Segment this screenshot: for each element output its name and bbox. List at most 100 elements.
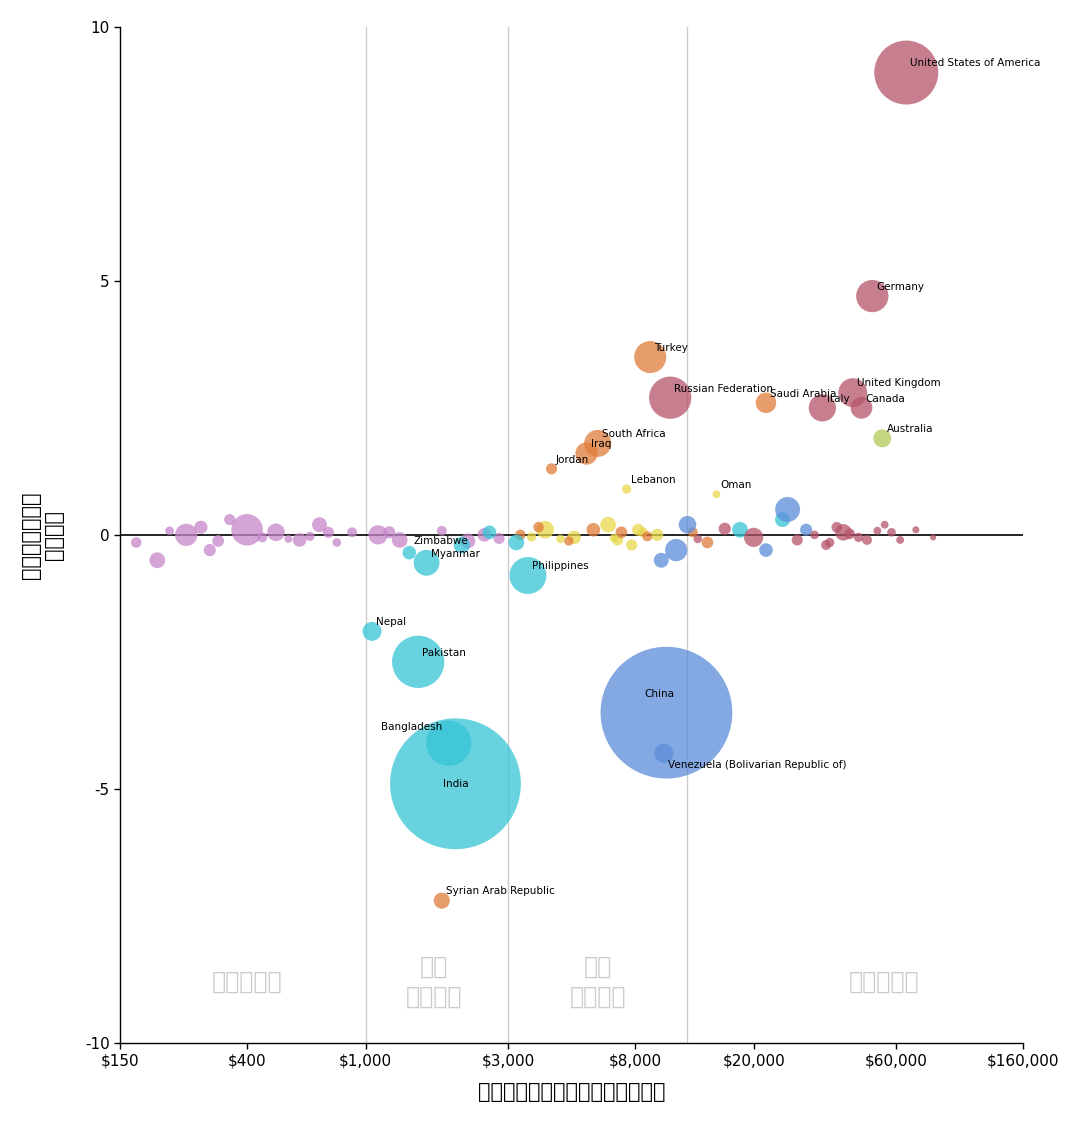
Y-axis label: 国际人口净流动
（百万）: 国际人口净流动 （百万） (21, 491, 64, 578)
Point (774, 511, 792, 529)
Point (707, 485, 725, 503)
Point (821, 533, 838, 551)
Point (441, 734, 458, 752)
Point (828, 518, 846, 536)
Point (475, 526, 492, 544)
Point (418, 554, 435, 572)
Point (612, 523, 630, 541)
Point (757, 541, 774, 559)
Point (649, 526, 666, 544)
Point (609, 531, 626, 549)
Point (605, 529, 622, 547)
Point (380, 523, 397, 541)
Text: Oman: Oman (720, 480, 752, 490)
Point (818, 536, 835, 554)
Text: China: China (645, 688, 675, 699)
Point (280, 530, 297, 548)
Point (512, 526, 529, 544)
Point (806, 526, 823, 544)
Point (859, 531, 876, 549)
Text: India: India (443, 778, 469, 788)
Point (662, 389, 679, 407)
Point (369, 526, 387, 544)
Point (716, 520, 733, 538)
Point (523, 528, 540, 546)
Text: Bangladesh: Bangladesh (380, 722, 442, 732)
Point (882, 523, 900, 541)
Point (543, 459, 561, 477)
Point (634, 523, 651, 541)
Point (221, 511, 239, 529)
Text: 低收入国家: 低收入国家 (212, 970, 282, 994)
Point (343, 523, 361, 541)
Text: Nepal: Nepal (376, 618, 406, 628)
Point (779, 501, 796, 519)
Point (788, 531, 806, 549)
Point (328, 533, 346, 551)
Point (699, 533, 716, 551)
Point (897, 64, 915, 82)
Point (684, 523, 701, 541)
Text: 高收入国家: 高收入国家 (849, 970, 920, 994)
Text: United States of America: United States of America (910, 58, 1041, 69)
Point (578, 445, 595, 463)
Point (891, 531, 908, 549)
Point (561, 532, 578, 550)
Point (433, 892, 450, 910)
Point (320, 523, 337, 541)
Point (127, 533, 145, 551)
Text: Syrian Arab Republic: Syrian Arab Republic (446, 886, 555, 896)
Point (301, 528, 319, 546)
Text: Iraq: Iraq (591, 439, 611, 449)
Text: 中高
收入国家: 中高 收入国家 (569, 955, 626, 1008)
Point (623, 536, 640, 554)
Point (401, 544, 418, 562)
Point (210, 532, 227, 550)
Point (731, 521, 748, 539)
Text: Lebanon: Lebanon (631, 475, 675, 485)
Point (177, 526, 194, 544)
Point (638, 528, 656, 546)
Point (508, 533, 525, 551)
Text: Saudi Arabia: Saudi Arabia (770, 389, 837, 399)
X-axis label: 人均年度国民总收入（对数刻度）: 人均年度国民总收入（对数刻度） (477, 1083, 665, 1102)
Point (537, 521, 554, 539)
Point (850, 529, 867, 547)
Point (433, 522, 450, 540)
Text: 中低
收入国家: 中低 收入国家 (406, 955, 462, 1008)
Point (291, 531, 308, 549)
Point (745, 529, 762, 547)
Point (254, 529, 271, 547)
Point (864, 287, 881, 305)
Point (447, 775, 464, 793)
Point (599, 515, 617, 533)
Point (845, 384, 862, 402)
Text: Australia: Australia (887, 424, 933, 435)
Point (656, 745, 673, 763)
Point (268, 523, 285, 541)
Point (679, 515, 697, 533)
Point (192, 518, 210, 536)
Point (652, 551, 670, 569)
Point (658, 704, 675, 722)
Point (409, 652, 427, 670)
Point (841, 524, 859, 542)
Point (689, 530, 706, 548)
Point (149, 551, 166, 569)
Text: Turkey: Turkey (654, 343, 688, 353)
Text: Russian Federation: Russian Federation (674, 384, 773, 393)
Point (481, 523, 498, 541)
Point (552, 530, 569, 548)
Point (454, 536, 471, 554)
Text: Italy: Italy (826, 394, 849, 403)
Point (589, 435, 606, 453)
Point (490, 529, 508, 547)
Text: Zimbabwe: Zimbabwe (414, 536, 469, 546)
Point (835, 523, 852, 541)
Point (530, 518, 548, 536)
Text: Canada: Canada (866, 394, 905, 403)
Point (311, 515, 328, 533)
Point (757, 394, 774, 412)
Text: Germany: Germany (877, 282, 924, 292)
Point (161, 522, 178, 540)
